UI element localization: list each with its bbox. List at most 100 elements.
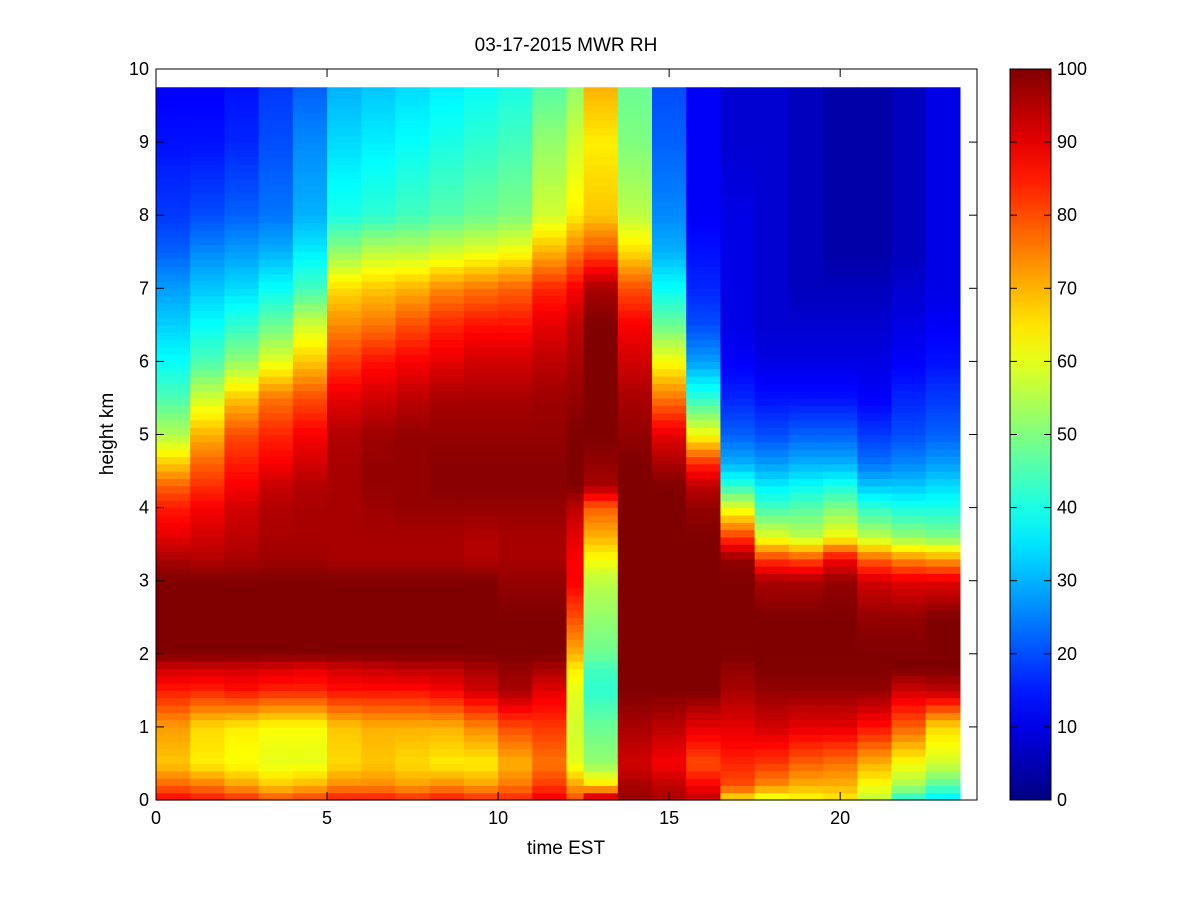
heatmap-cell: [258, 580, 294, 589]
heatmap-cell: [857, 237, 893, 246]
heatmap-cell: [327, 726, 362, 735]
heatmap-cell: [190, 273, 226, 282]
heatmap-cell: [754, 90, 790, 99]
heatmap-cell: [720, 376, 756, 384]
heatmap-cell: [583, 719, 619, 728]
heatmap-cell: [190, 580, 226, 589]
x-tick-label: 0: [151, 808, 161, 828]
heatmap-cell: [566, 324, 585, 333]
heatmap-cell: [361, 697, 397, 706]
heatmap-cell: [566, 302, 585, 311]
heatmap-cell: [224, 142, 260, 151]
heatmap-cell: [395, 361, 431, 370]
heatmap-cell: [652, 98, 687, 107]
heatmap-cell: [652, 112, 687, 121]
heatmap-cell: [258, 156, 294, 165]
heatmap-cell: [686, 471, 722, 479]
heatmap-cell: [652, 397, 687, 406]
heatmap-cell: [327, 164, 362, 172]
heatmap-cell: [532, 229, 568, 238]
heatmap-cell: [395, 704, 431, 713]
heatmap-cell: [292, 87, 328, 92]
heatmap-cell: [925, 244, 961, 253]
heatmap-cell: [361, 368, 397, 377]
heatmap-cell: [583, 741, 619, 750]
heatmap-cell: [583, 273, 619, 282]
heatmap-cell: [498, 748, 533, 757]
heatmap-cell: [754, 471, 790, 479]
heatmap-cell: [463, 748, 499, 757]
heatmap-cell: [686, 770, 722, 779]
heatmap-cell: [566, 112, 585, 121]
heatmap-cell: [498, 785, 533, 794]
heatmap-cell: [652, 200, 687, 209]
heatmap-cell: [292, 726, 328, 735]
heatmap-cell: [720, 412, 756, 421]
heatmap-cell: [361, 522, 397, 531]
heatmap-cell: [361, 551, 397, 560]
heatmap-cell: [754, 675, 790, 684]
heatmap-cell: [686, 295, 722, 304]
heatmap-cell: [857, 734, 893, 743]
heatmap-cell: [156, 361, 191, 370]
heatmap-cell: [857, 566, 893, 574]
heatmap-cell: [720, 317, 756, 326]
heatmap-cell: [720, 229, 756, 238]
heatmap-cell: [498, 222, 533, 231]
heatmap-cell: [190, 419, 226, 428]
heatmap-cell: [463, 456, 499, 465]
heatmap-cell: [463, 544, 499, 553]
heatmap-cell: [566, 639, 585, 648]
heatmap-cell: [429, 178, 465, 187]
heatmap-cell: [429, 785, 465, 794]
heatmap-cell: [686, 778, 722, 786]
heatmap-cell: [823, 427, 858, 436]
heatmap-cell: [857, 588, 893, 596]
heatmap-cell: [788, 471, 824, 479]
heatmap-cell: [327, 456, 362, 465]
heatmap-cell: [754, 792, 790, 801]
heatmap-cell: [224, 704, 260, 713]
heatmap-cell: [754, 178, 790, 187]
heatmap-cell: [686, 105, 722, 114]
heatmap-cell: [463, 87, 499, 92]
heatmap-cell: [925, 317, 961, 326]
heatmap-cell: [327, 178, 362, 187]
heatmap-cell: [463, 412, 499, 421]
heatmap-cell: [361, 456, 397, 465]
heatmap-cell: [857, 675, 893, 684]
heatmap-cell: [823, 295, 858, 304]
heatmap-cell: [566, 317, 585, 326]
heatmap-cell: [190, 675, 226, 684]
colorbar-tick-label: 10: [1057, 717, 1077, 737]
heatmap-cell: [361, 683, 397, 691]
heatmap-cell: [327, 112, 362, 121]
heatmap-cell: [361, 485, 397, 494]
heatmap-cell: [361, 558, 397, 567]
heatmap-cell: [258, 134, 294, 143]
heatmap-cell: [429, 324, 465, 333]
heatmap-cell: [498, 449, 533, 458]
heatmap-cell: [532, 164, 568, 172]
heatmap-cell: [532, 770, 568, 779]
heatmap-cell: [686, 383, 722, 392]
heatmap-cell: [652, 134, 687, 143]
heatmap-cell: [720, 573, 756, 582]
heatmap-cell: [498, 580, 533, 589]
heatmap-cell: [395, 449, 431, 458]
heatmap-cell: [583, 683, 619, 691]
heatmap-cell: [532, 514, 568, 523]
heatmap-cell: [566, 785, 585, 794]
heatmap-cell: [395, 207, 431, 216]
heatmap-cell: [498, 609, 533, 618]
heatmap-cell: [224, 683, 260, 691]
heatmap-cell: [361, 602, 397, 611]
heatmap-cell: [258, 675, 294, 684]
heatmap-cell: [190, 164, 226, 172]
heatmap-cell: [190, 412, 226, 421]
heatmap-cell: [566, 631, 585, 640]
heatmap-cell: [258, 551, 294, 560]
heatmap-cell: [190, 317, 226, 326]
heatmap-cell: [224, 427, 260, 436]
heatmap-cell: [361, 646, 397, 655]
